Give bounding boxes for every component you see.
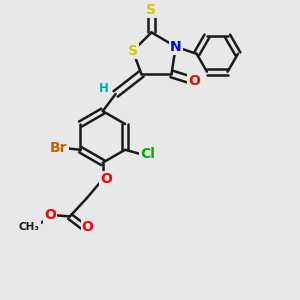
Text: O: O bbox=[100, 172, 112, 186]
Text: S: S bbox=[128, 44, 138, 58]
Text: S: S bbox=[146, 2, 156, 16]
Text: O: O bbox=[82, 220, 94, 234]
Text: N: N bbox=[170, 40, 182, 54]
Text: CH₃: CH₃ bbox=[19, 221, 40, 232]
Text: H: H bbox=[99, 82, 109, 95]
Text: O: O bbox=[188, 74, 200, 88]
Text: Br: Br bbox=[50, 141, 68, 155]
Text: Cl: Cl bbox=[140, 147, 155, 161]
Text: O: O bbox=[44, 208, 56, 222]
